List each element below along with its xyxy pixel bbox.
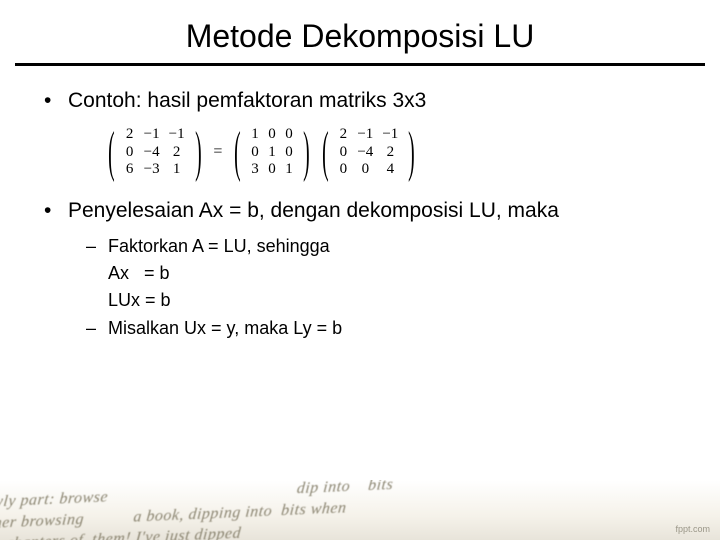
bullet-dash: – (86, 317, 108, 340)
matrix-equation: (2−1−10−426−31)=(100010301)(2−1−10−42004… (102, 124, 676, 180)
bullet-2-text: Penyelesaian Ax = b, dengan dekomposisi … (68, 198, 559, 224)
sub-line-1: Ax = b (108, 262, 676, 285)
bullet-dash: – (86, 235, 108, 258)
bullet-1-text: Contoh: hasil pemfaktoran matriks 3x3 (68, 88, 426, 114)
footer-decoration: wly part: browse dip into bits mer brows… (0, 480, 720, 540)
subbullet-1: – Faktorkan A = LU, sehingga (86, 235, 676, 258)
footer-blur-text: wly part: browse dip into bits mer brows… (0, 480, 394, 540)
subbullet-2-text: Misalkan Ux = y, maka Ly = b (108, 317, 342, 340)
sub-line-2: LUx = b (108, 289, 676, 312)
subbullet-2: – Misalkan Ux = y, maka Ly = b (86, 317, 676, 340)
slide-title: Metode Dekomposisi LU (0, 0, 720, 63)
bullet-1: • Contoh: hasil pemfaktoran matriks 3x3 (44, 88, 676, 114)
bullet-dot: • (44, 198, 68, 224)
slide-content: • Contoh: hasil pemfaktoran matriks 3x3 … (0, 66, 720, 340)
footer-credit: fppt.com (675, 524, 710, 534)
bullet-2: • Penyelesaian Ax = b, dengan dekomposis… (44, 198, 676, 224)
subbullet-1-text: Faktorkan A = LU, sehingga (108, 235, 330, 258)
bullet-dot: • (44, 88, 68, 114)
